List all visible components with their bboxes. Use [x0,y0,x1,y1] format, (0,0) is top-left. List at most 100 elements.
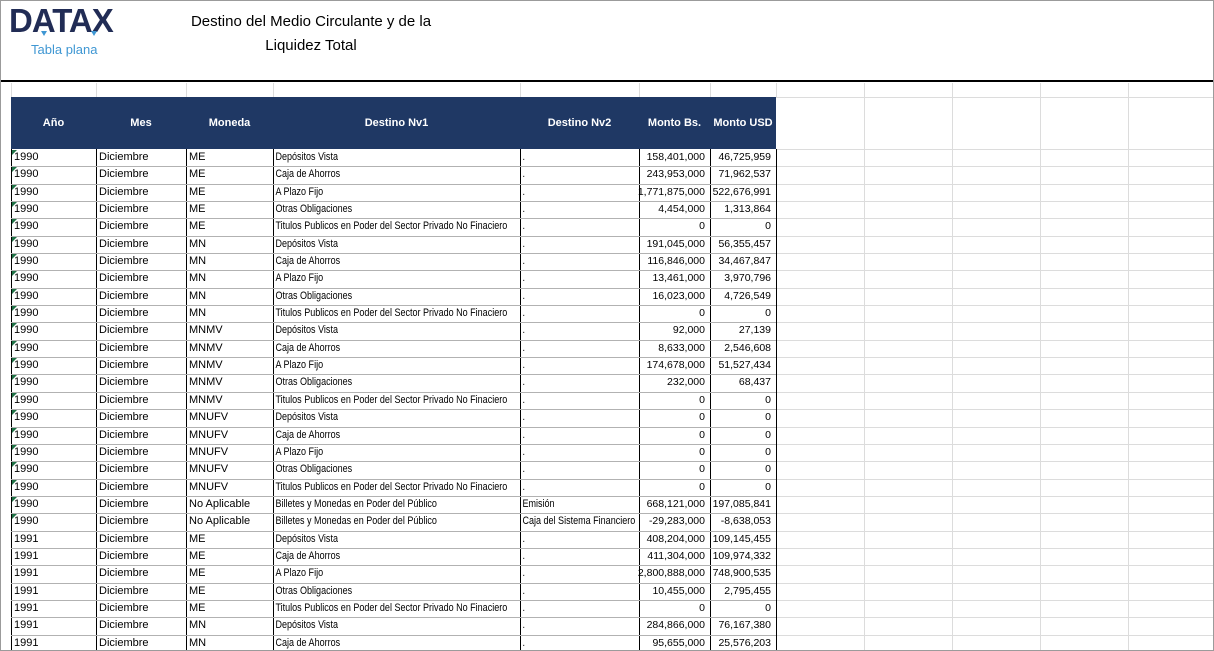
cell-destino2[interactable]: . [522,619,525,632]
cell-ano[interactable]: 1990 [14,220,39,233]
cell-destino1[interactable]: Caja de Ahorros [275,636,341,649]
cell-ano[interactable]: 1990 [14,272,39,285]
column-header-monto_usd[interactable]: Monto USD [713,117,773,129]
cell-destino1[interactable]: Caja de Ahorros [275,168,341,181]
cell-destino1[interactable]: Otras Obligaciones [275,584,353,597]
cell-monto_bs[interactable]: 92,000 [672,324,705,337]
cell-moneda[interactable]: MN [189,272,207,285]
cell-monto_usd[interactable]: 0 [765,480,771,493]
column-header-destino2[interactable]: Destino Nv2 [547,117,612,129]
cell-destino1[interactable]: Otras Obligaciones [275,463,353,476]
cell-destino2[interactable]: . [522,220,525,233]
cell-monto_bs[interactable]: 13,461,000 [652,272,705,285]
cell-destino1[interactable]: Titulos Publicos en Poder del Sector Pri… [275,307,508,320]
cell-destino2[interactable]: . [522,289,525,302]
cell-destino2[interactable]: . [522,463,525,476]
column-header-monto_bs[interactable]: Monto Bs. [647,117,702,129]
cell-destino1[interactable]: Billetes y Monedas en Poder del Público [275,515,437,528]
cell-ano[interactable]: 1990 [14,341,39,354]
cell-monto_usd[interactable]: 3,970,796 [724,272,771,285]
cell-monto_usd[interactable]: 0 [765,393,771,406]
cell-destino2[interactable]: . [522,272,525,285]
cell-monto_usd[interactable]: 0 [765,445,771,458]
cell-mes[interactable]: Diciembre [99,341,149,354]
cell-destino2[interactable]: . [522,168,525,181]
cell-monto_usd[interactable]: 109,145,455 [712,532,771,545]
cell-destino2[interactable]: . [522,532,525,545]
cell-mes[interactable]: Diciembre [99,168,149,181]
cell-monto_bs[interactable]: 411,304,000 [647,549,705,562]
cell-moneda[interactable]: ME [189,549,206,562]
cell-mes[interactable]: Diciembre [99,619,149,632]
cell-mes[interactable]: Diciembre [99,359,149,372]
cell-monto_usd[interactable]: 109,974,332 [712,549,771,562]
cell-destino1[interactable]: Depósitos Vista [275,237,338,250]
cell-ano[interactable]: 1990 [14,185,39,198]
cell-monto_bs[interactable]: 191,045,000 [646,237,705,250]
cell-monto_bs[interactable]: 2,800,888,000 [637,567,705,580]
cell-monto_bs[interactable]: -29,283,000 [648,515,705,528]
cell-monto_usd[interactable]: 71,962,537 [718,168,771,181]
cell-monto_bs[interactable]: 95,655,000 [652,636,705,649]
cell-destino2[interactable]: . [522,376,525,389]
cell-monto_usd[interactable]: 0 [765,463,771,476]
cell-mes[interactable]: Diciembre [99,567,149,580]
cell-mes[interactable]: Diciembre [99,151,149,163]
cell-ano[interactable]: 1991 [14,601,39,614]
cell-monto_usd[interactable]: 27,139 [738,324,771,337]
cell-moneda[interactable]: MNMV [189,359,223,372]
cell-destino2[interactable]: . [522,601,525,614]
cell-destino1[interactable]: Otras Obligaciones [275,203,353,216]
cell-ano[interactable]: 1990 [14,359,39,372]
cell-destino1[interactable]: Caja de Ahorros [275,428,341,441]
cell-destino1[interactable]: Caja de Ahorros [275,255,341,268]
cell-mes[interactable]: Diciembre [99,237,149,250]
cell-destino2[interactable]: . [522,255,525,268]
cell-moneda[interactable]: ME [189,584,206,597]
cell-monto_usd[interactable]: 748,900,535 [712,567,771,580]
cell-monto_bs[interactable]: 0 [699,393,705,406]
cell-moneda[interactable]: ME [189,532,206,545]
cell-monto_bs[interactable]: 0 [699,411,705,424]
cell-monto_usd[interactable]: -8,638,053 [720,515,771,528]
cell-destino1[interactable]: Depósitos Vista [275,532,338,545]
cell-monto_bs[interactable]: 243,953,000 [646,168,705,181]
cell-destino2[interactable]: . [522,203,525,216]
cell-monto_usd[interactable]: 0 [765,307,771,320]
cell-monto_usd[interactable]: 34,467,847 [718,255,771,268]
cell-ano[interactable]: 1991 [14,549,39,562]
cell-monto_bs[interactable]: 0 [699,445,705,458]
cell-moneda[interactable]: MN [189,289,207,302]
cell-destino1[interactable]: A Plazo Fijo [275,359,324,372]
cell-destino1[interactable]: Titulos Publicos en Poder del Sector Pri… [275,220,508,233]
column-header-destino1[interactable]: Destino Nv1 [364,117,429,129]
cell-moneda[interactable]: MNMV [189,324,223,337]
cell-mes[interactable]: Diciembre [99,185,149,198]
cell-moneda[interactable]: MNUFV [189,428,229,441]
cell-mes[interactable]: Diciembre [99,584,149,597]
cell-mes[interactable]: Diciembre [99,463,149,476]
cell-ano[interactable]: 1990 [14,376,39,389]
cell-monto_usd[interactable]: 46,725,959 [718,151,771,163]
cell-destino2[interactable]: . [522,445,525,458]
cell-ano[interactable]: 1991 [14,532,39,545]
cell-destino2[interactable]: . [522,393,525,406]
cell-monto_usd[interactable]: 68,437 [738,376,771,389]
cell-destino1[interactable]: Depósitos Vista [275,324,338,337]
cell-moneda[interactable]: MNMV [189,393,223,406]
cell-monto_bs[interactable]: 284,866,000 [646,619,705,632]
cell-moneda[interactable]: MN [189,255,207,268]
cell-mes[interactable]: Diciembre [99,549,149,562]
cell-ano[interactable]: 1990 [14,324,39,337]
cell-monto_usd[interactable]: 0 [765,411,771,424]
cell-destino2[interactable]: . [522,411,525,424]
cell-ano[interactable]: 1990 [14,463,39,476]
cell-destino2[interactable]: . [522,237,525,250]
cell-mes[interactable]: Diciembre [99,445,149,458]
cell-monto_bs[interactable]: 116,846,000 [647,255,705,268]
cell-mes[interactable]: Diciembre [99,255,149,268]
cell-moneda[interactable]: MN [189,237,207,250]
cell-destino2[interactable]: . [522,307,525,320]
cell-ano[interactable]: 1990 [14,411,39,424]
cell-ano[interactable]: 1990 [14,515,39,528]
